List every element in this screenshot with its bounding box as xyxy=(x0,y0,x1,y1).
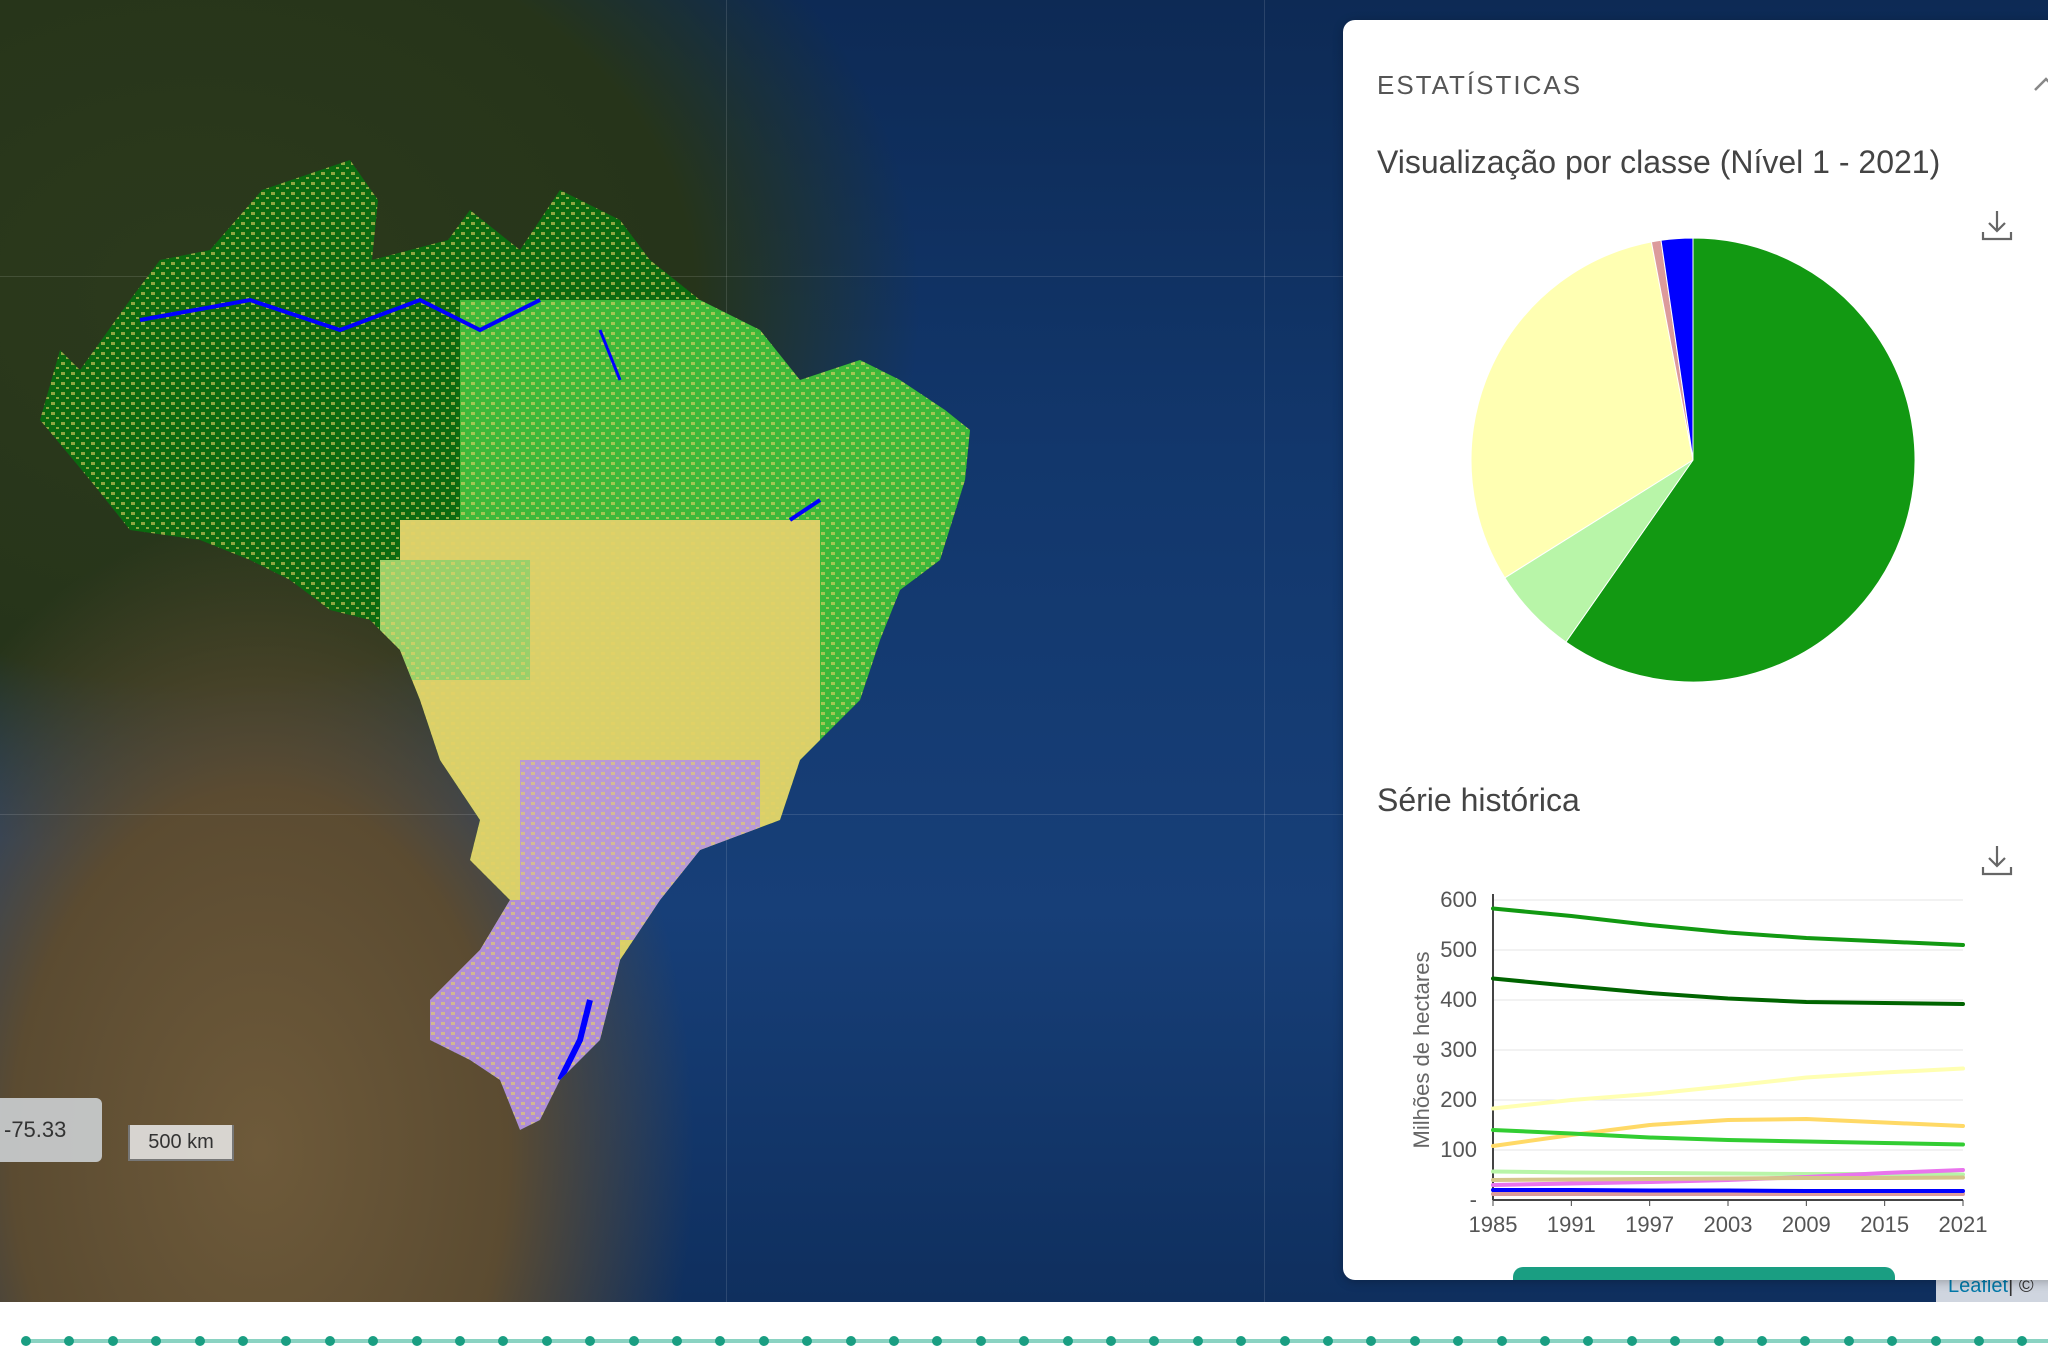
timeline-year-dot[interactable] xyxy=(1974,1336,1984,1346)
timeline-year-dot[interactable] xyxy=(845,1336,856,1346)
timeline-year-dot[interactable] xyxy=(1192,1336,1203,1346)
download-icon[interactable] xyxy=(1980,843,2014,877)
y-tick-label: 400 xyxy=(1440,987,1477,1012)
timeline-year-dot[interactable] xyxy=(1713,1336,1724,1346)
graticule-line xyxy=(1264,0,1265,1302)
chevron-up-icon[interactable] xyxy=(2031,70,2048,100)
y-axis-label: Milhões de hectares xyxy=(1409,952,1434,1149)
timeline-year-dot[interactable] xyxy=(1323,1336,1333,1346)
timeline-year-dot[interactable] xyxy=(1800,1336,1811,1346)
timeline-year-dot[interactable] xyxy=(975,1336,986,1346)
timeline-year-dot[interactable] xyxy=(324,1336,335,1346)
scale-bar: 500 km xyxy=(128,1125,234,1161)
pie-slice-2[interactable] xyxy=(1470,241,1694,579)
timeline-year-dot[interactable] xyxy=(672,1336,682,1346)
timeline-year-dot[interactable] xyxy=(628,1336,639,1346)
timeline-year-dot[interactable] xyxy=(1019,1336,1030,1346)
timeline-year-dot[interactable] xyxy=(1887,1336,1898,1346)
series-line-9[interactable] xyxy=(1491,1188,1965,1193)
timeline-year-dot[interactable] xyxy=(1930,1336,1941,1346)
panel-header: ESTATÍSTICAS xyxy=(1377,70,1583,100)
timeline-year-dot[interactable] xyxy=(1366,1336,1377,1346)
timeline-year-dot[interactable] xyxy=(1106,1336,1116,1346)
line-chart: 600 500 400 300 200 100 -1985 1991 1997 2003 2009 2… xyxy=(1409,887,1988,1237)
timeline-year-dot[interactable] xyxy=(1626,1336,1637,1346)
pie-chart-title: Visualização por classe (Nível 1 - 2021) xyxy=(1377,144,1941,180)
x-tick-label: 2021 xyxy=(1939,1212,1988,1237)
timeline-year-dot[interactable] xyxy=(498,1336,509,1346)
attribution-separator: | © xyxy=(2008,1275,2034,1297)
land-cover-layer xyxy=(40,160,970,1130)
timeline-year-dot[interactable] xyxy=(21,1336,31,1346)
timeline-year-dot[interactable] xyxy=(368,1336,379,1346)
line-chart-title: Série histórica xyxy=(1377,782,1580,818)
graticule-line xyxy=(0,276,2048,277)
timeline-year-dot[interactable] xyxy=(1540,1336,1550,1346)
coordinate-readout: -75.33 xyxy=(0,1098,102,1162)
timeline-year-dot[interactable] xyxy=(107,1336,118,1346)
y-tick-label: 200 xyxy=(1440,1087,1477,1112)
timeline-year-dot[interactable] xyxy=(585,1336,596,1346)
series-line-4[interactable] xyxy=(1491,1128,1965,1147)
x-tick-label: 1985 xyxy=(1469,1212,1518,1237)
series-line-7[interactable] xyxy=(1491,1175,1965,1182)
x-tick-label: 2003 xyxy=(1704,1212,1753,1237)
y-tick-label: 300 xyxy=(1440,1037,1477,1062)
series-line-0[interactable] xyxy=(1491,906,1965,947)
timeline-year-dot[interactable] xyxy=(411,1336,422,1346)
panel-action-button[interactable] xyxy=(1513,1267,1895,1280)
series-line-1[interactable] xyxy=(1491,976,1965,1006)
timeline-year-dot[interactable] xyxy=(1279,1336,1290,1346)
statistics-panel: ESTATÍSTICAS Visualização por classe (Ní… xyxy=(1343,20,2048,1280)
leaflet-link[interactable]: Leaflet xyxy=(1948,1275,2009,1297)
timeline-year-dot[interactable] xyxy=(281,1336,292,1346)
timeline-year-dot[interactable] xyxy=(802,1336,813,1346)
download-icon[interactable] xyxy=(1980,208,2014,242)
pie-slice-0[interactable] xyxy=(1565,237,1916,683)
timeline-year-dot[interactable] xyxy=(2017,1336,2028,1346)
timeline-year-dot[interactable] xyxy=(541,1336,552,1346)
series-line-2[interactable] xyxy=(1491,1066,1965,1111)
timeline-year-dot[interactable] xyxy=(238,1336,248,1346)
graticule-line xyxy=(0,814,2048,815)
timeline-year-dot[interactable] xyxy=(1583,1336,1594,1346)
timeline-year-dot[interactable] xyxy=(455,1336,465,1346)
timeline-year-dot[interactable] xyxy=(194,1336,205,1346)
y-tick-label: 600 xyxy=(1440,887,1477,912)
timeline-year-dot[interactable] xyxy=(758,1336,769,1346)
timeline-year-dot[interactable] xyxy=(1453,1336,1464,1346)
x-tick-label: 2009 xyxy=(1782,1212,1831,1237)
y-tick-label: - xyxy=(1470,1187,1477,1212)
y-tick-label: 100 xyxy=(1440,1137,1477,1162)
timeline-year-dot[interactable] xyxy=(889,1336,899,1346)
timeline-year-dot[interactable] xyxy=(1670,1336,1681,1346)
x-tick-label: 1997 xyxy=(1625,1212,1674,1237)
timeline-year-dot[interactable] xyxy=(1236,1336,1247,1346)
timeline-year-dot[interactable] xyxy=(1149,1336,1160,1346)
x-tick-label: 1991 xyxy=(1547,1212,1596,1237)
timeline-year-dot[interactable] xyxy=(932,1336,943,1346)
timeline-track[interactable] xyxy=(24,1339,2048,1343)
timeline-year-dot[interactable] xyxy=(1496,1336,1507,1346)
timeline-year-dot[interactable] xyxy=(1409,1336,1420,1346)
timeline-year-dot[interactable] xyxy=(1757,1336,1767,1346)
timeline[interactable] xyxy=(0,1302,2048,1367)
pie-chart xyxy=(1470,237,1916,683)
y-tick-label: 500 xyxy=(1440,937,1477,962)
x-tick-label: 2015 xyxy=(1860,1212,1909,1237)
timeline-year-dot[interactable] xyxy=(715,1336,726,1346)
timeline-year-dot[interactable] xyxy=(1062,1336,1073,1346)
timeline-year-dot[interactable] xyxy=(151,1336,162,1346)
timeline-year-dot[interactable] xyxy=(1843,1336,1854,1346)
timeline-year-dot[interactable] xyxy=(64,1336,75,1346)
pie-slice-4[interactable] xyxy=(1660,237,1694,461)
